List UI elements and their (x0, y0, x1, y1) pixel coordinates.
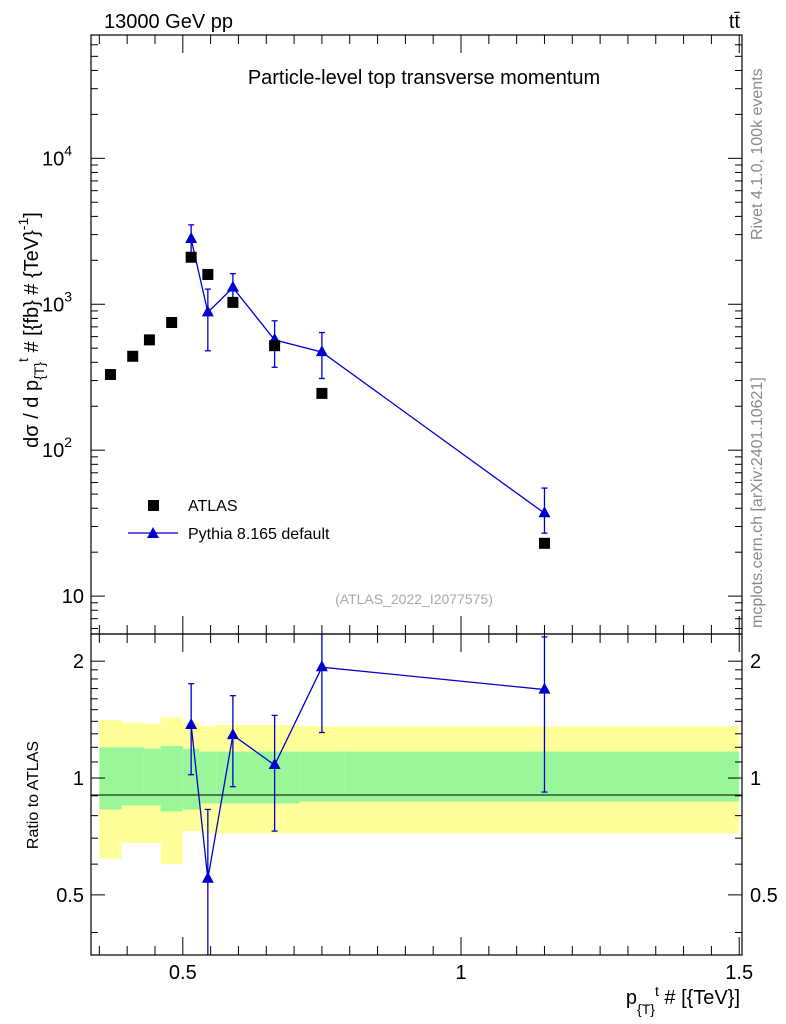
rivet-info-label: Rivet 4.1.0, 100k events (749, 68, 766, 240)
svg-text:p{T}t # [{TeV}]: p{T}t # [{TeV}] (626, 983, 740, 1017)
stat-uncertainty-band (199, 751, 217, 804)
atlas-point (185, 251, 197, 263)
main-panel: 10 102 103 104 Particle-level top transvers… (42, 34, 743, 635)
stat-uncertainty-band (160, 745, 183, 812)
ratio-pythia-point (268, 758, 281, 770)
ratio-pythia-point (185, 717, 198, 729)
atlas-point (166, 316, 178, 328)
stat-uncertainty-band (143, 748, 161, 806)
legend-atlas-label: ATLAS (188, 498, 238, 515)
atlas-point (202, 268, 214, 280)
ratio-tick-label-right: 0.5 (750, 885, 778, 907)
atlas-point (316, 387, 328, 399)
mcplots-label: mcplots.cern.ch [arXiv:2401.10621] (749, 377, 766, 628)
atlas-point (143, 334, 155, 346)
ratio-pythia-point (201, 871, 214, 883)
y-axis-label: dσ / d p{T}t # [{fb} # {TeV}-1] (15, 212, 47, 448)
ratio-panel: 0.5 0.5 1 1 2 2 0.5 1 1.5 (56, 633, 778, 984)
y-tick-label: 102 (42, 434, 72, 462)
ratio-tick-label-right: 1 (750, 768, 761, 790)
legend-atlas-marker (148, 500, 159, 511)
pythia-point (538, 506, 551, 518)
ratio-pythia-line (190, 666, 545, 879)
x-tick-label: 1 (455, 962, 466, 984)
ratio-frame (90, 633, 743, 956)
svg-text:dσ / d p{T}t # [{fb} # {TeV}-1: dσ / d p{T}t # [{fb} # {TeV}-1] (15, 212, 47, 448)
y-tick-label: 103 (42, 288, 72, 316)
ratio-y-label: Ratio to ATLAS (25, 741, 42, 849)
x-axis-label: p{T}t # [{TeV}] (626, 983, 740, 1017)
stat-uncertainty-band (299, 751, 345, 802)
ratio-pythia-point (538, 682, 551, 694)
legend: ATLAS Pythia 8.165 default (128, 498, 330, 543)
x-tick-label: 0.5 (169, 962, 197, 984)
ratio-pythia-point (226, 728, 239, 740)
stat-uncertainty-band (121, 747, 144, 806)
atlas-point (104, 369, 116, 381)
ratio-pythia-point (315, 660, 328, 672)
ratio-tick-label-left: 1 (73, 768, 84, 790)
x-tick-label: 1.5 (725, 962, 753, 984)
pythia-point (226, 280, 239, 292)
y-tick-label: 104 (42, 142, 72, 170)
pythia-line (190, 238, 545, 514)
pythia-point (315, 345, 328, 357)
y-tick-label: 10 (62, 586, 84, 608)
atlas-point (538, 537, 550, 549)
analysis-tag: (ATLAS_2022_I2077575) (335, 591, 493, 607)
stat-uncertainty-band (344, 751, 740, 802)
legend-pythia-label: Pythia 8.165 default (188, 526, 330, 543)
atlas-point (227, 296, 239, 308)
ratio-tick-label-right: 2 (750, 651, 761, 673)
legend-pythia-marker (147, 527, 159, 538)
pythia-point (185, 232, 198, 244)
main-frame (90, 34, 743, 635)
chart-title: Particle-level top transverse momentum (248, 67, 600, 89)
stat-uncertainty-band (99, 747, 122, 810)
pythia-point (201, 305, 214, 317)
atlas-point (127, 350, 139, 362)
atlas-point (269, 340, 281, 352)
ratio-tick-label-left: 0.5 (56, 885, 84, 907)
energy-label: 13000 GeV pp (104, 11, 233, 33)
ratio-tick-label-left: 2 (73, 651, 84, 673)
process-label: tt̄ (729, 11, 741, 33)
